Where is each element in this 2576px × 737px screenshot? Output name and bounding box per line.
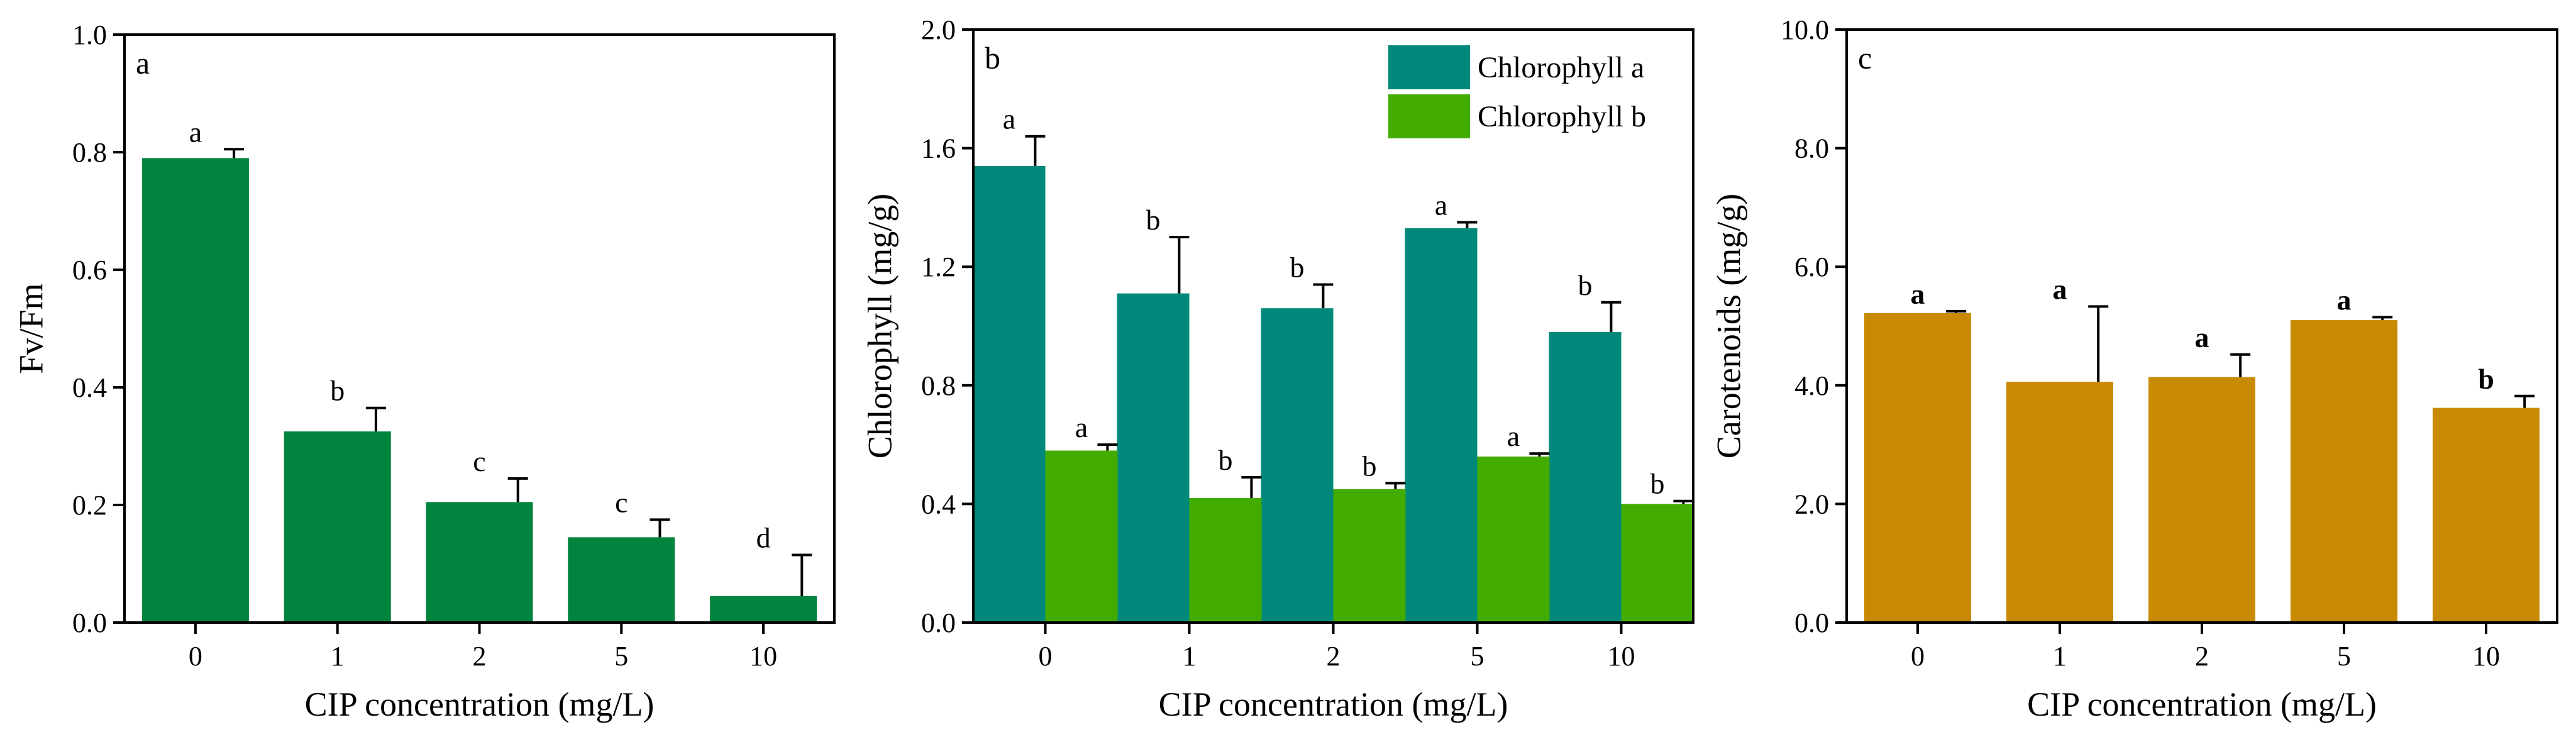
bar-a-s0-2 <box>426 502 533 623</box>
y-axis-title-c: Carotenoids (mg/g) <box>1710 194 1747 458</box>
y-tick-label-a-0: 0.0 <box>72 607 107 638</box>
bar-c-s0-10 <box>2433 407 2540 623</box>
bar-a-s0-10 <box>710 596 817 623</box>
y-tick-label-c-4: 8.0 <box>1794 133 1829 164</box>
legend-label-0: Chlorophyll a <box>1478 51 1644 84</box>
bar-b-s1-10 <box>1621 504 1694 623</box>
significance-letter-b-s0-0: a <box>1003 103 1015 135</box>
significance-letter-c-s0-10: b <box>2478 363 2494 395</box>
y-tick-label-c-1: 2.0 <box>1794 489 1829 519</box>
y-tick-label-a-1: 0.2 <box>72 490 107 521</box>
bar-b-s0-5 <box>1405 228 1478 623</box>
x-tick-label-a-2: 2 <box>473 641 487 672</box>
bar-b-s1-2 <box>1333 489 1406 623</box>
y-tick-label-b-4: 1.6 <box>921 133 956 164</box>
significance-letter-b-s1-5: a <box>1507 420 1520 452</box>
y-tick-label-a-5: 1.0 <box>72 19 107 50</box>
y-tick-label-c-3: 6.0 <box>1794 252 1829 282</box>
bar-a-s0-5 <box>568 537 675 623</box>
significance-letter-c-s0-0: a <box>1911 278 1925 310</box>
panel-label-c: c <box>1858 40 1872 75</box>
y-tick-label-a-3: 0.6 <box>72 255 107 285</box>
significance-letter-a-s0-1: b <box>330 375 345 407</box>
panel-label-b: b <box>985 40 1000 75</box>
y-tick-label-a-4: 0.8 <box>72 137 107 168</box>
y-axis-title-a: Fv/Fm <box>12 283 50 374</box>
significance-letter-a-s0-2: c <box>473 445 485 477</box>
significance-letter-c-s0-1: a <box>2053 273 2067 305</box>
significance-letter-b-s1-0: a <box>1075 411 1088 443</box>
bar-b-s0-10 <box>1549 331 1622 623</box>
bar-a-s0-0 <box>141 158 249 623</box>
chart-panel-c: a a a a b 0.0 2.0 4.0 6.0 8.0 10.0 0 1 2 5 10 CIP concen… <box>1710 14 2558 723</box>
legend-label-1: Chlorophyll b <box>1478 100 1646 133</box>
x-axis-title-a: CIP concentration (mg/L) <box>305 685 655 723</box>
y-tick-label-b-5: 2.0 <box>921 14 956 45</box>
y-axis-title-b: Chlorophyll (mg/g) <box>861 194 898 458</box>
significance-letter-b-s0-10: b <box>1578 269 1593 301</box>
x-tick-label-b-1: 1 <box>1183 641 1197 672</box>
y-tick-label-c-0: 0.0 <box>1794 607 1829 638</box>
x-tick-label-c-3: 5 <box>2337 641 2351 672</box>
y-tick-label-b-3: 1.2 <box>921 252 956 282</box>
y-tick-label-b-1: 0.4 <box>921 489 956 519</box>
significance-letter-c-s0-5: a <box>2337 284 2352 316</box>
y-tick-label-b-2: 0.8 <box>921 370 956 401</box>
y-tick-label-c-5: 10.0 <box>1781 14 1829 45</box>
bar-b-s1-5 <box>1477 457 1550 623</box>
x-tick-label-c-1: 1 <box>2053 641 2067 672</box>
significance-letter-a-s0-10: d <box>756 522 771 554</box>
x-tick-label-a-3: 5 <box>614 641 628 672</box>
legend-swatch-0 <box>1388 45 1470 89</box>
y-tick-label-b-0: 0.0 <box>921 607 956 638</box>
x-axis-title-c: CIP concentration (mg/L) <box>2027 685 2377 723</box>
significance-letter-a-s0-0: a <box>189 116 202 148</box>
panel-label-a: a <box>136 45 150 80</box>
x-tick-label-b-3: 5 <box>1471 641 1484 672</box>
bar-b-s0-1 <box>1117 293 1190 623</box>
significance-letter-c-s0-2: a <box>2195 321 2209 353</box>
bar-c-s0-1 <box>2006 382 2113 623</box>
significance-letter-a-s0-5: c <box>615 486 627 518</box>
bar-c-s0-2 <box>2148 377 2255 623</box>
x-tick-label-c-0: 0 <box>1911 641 1925 672</box>
bar-b-s1-1 <box>1189 498 1262 623</box>
legend-swatch-1 <box>1388 94 1470 138</box>
bar-b-s0-0 <box>973 165 1046 623</box>
y-tick-label-c-2: 4.0 <box>1794 370 1829 401</box>
x-tick-label-b-2: 2 <box>1327 641 1341 672</box>
bar-a-s0-1 <box>284 431 391 623</box>
significance-letter-b-s1-1: b <box>1219 444 1233 476</box>
significance-letter-b-s1-2: b <box>1363 450 1377 482</box>
x-tick-label-b-0: 0 <box>1039 641 1053 672</box>
x-tick-label-a-0: 0 <box>189 641 202 672</box>
significance-letter-b-s0-5: a <box>1435 189 1447 221</box>
bar-b-s0-2 <box>1261 308 1334 623</box>
bar-c-s0-5 <box>2291 320 2397 623</box>
significance-letter-b-s1-10: b <box>1650 468 1665 500</box>
x-tick-label-a-4: 10 <box>749 641 777 672</box>
bar-b-s1-0 <box>1045 450 1118 623</box>
significance-letter-b-s0-2: b <box>1290 252 1305 284</box>
x-tick-label-b-4: 10 <box>1608 641 1635 672</box>
bar-c-s0-0 <box>1864 313 1971 623</box>
x-tick-label-a-1: 1 <box>331 641 345 672</box>
chart-panel-a: a b c c d 0.0 0.2 0.4 0.6 0.8 1.0 0 1 2 5 10 CIP concent… <box>12 19 836 723</box>
x-axis-title-b: CIP concentration (mg/L) <box>1159 685 1508 723</box>
x-tick-label-c-4: 10 <box>2472 641 2500 672</box>
y-tick-label-a-2: 0.4 <box>72 372 107 403</box>
x-tick-label-c-2: 2 <box>2195 641 2209 672</box>
significance-letter-b-s0-1: b <box>1146 204 1161 236</box>
